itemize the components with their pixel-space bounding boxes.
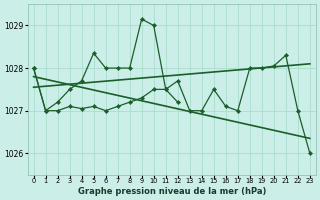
- X-axis label: Graphe pression niveau de la mer (hPa): Graphe pression niveau de la mer (hPa): [77, 187, 266, 196]
